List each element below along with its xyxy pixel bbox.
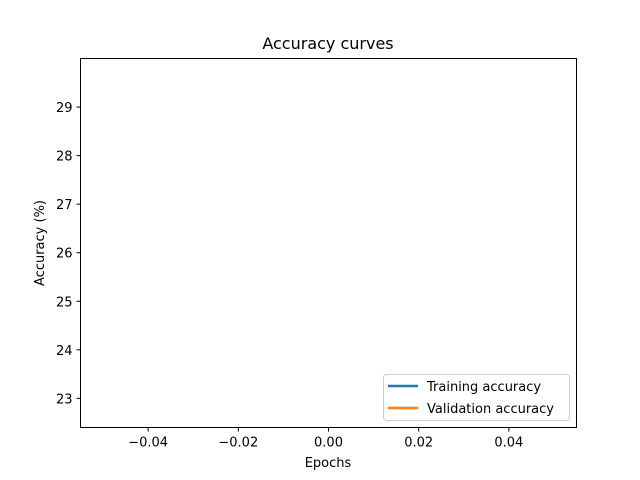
x-tick-label: 0.00 [314,436,343,451]
x-axis-ticks: −0.04 −0.02 0.00 0.02 0.04 [128,427,523,451]
x-tick-label: 0.02 [404,436,433,451]
y-tick-label: 29 [56,101,73,116]
y-axis-ticks: 23 24 25 26 27 28 29 [56,101,81,407]
y-tick-label: 25 [56,295,73,310]
x-tick-label: −0.02 [218,436,258,451]
legend-box [383,374,570,421]
x-tick-label: −0.04 [128,436,168,451]
x-tick-label: 0.04 [494,436,523,451]
plot-frame [80,58,577,428]
y-tick-label: 27 [56,198,73,213]
y-tick-label: 24 [56,344,73,359]
y-tick-label: 26 [56,247,73,262]
chart-title: Accuracy curves [262,34,393,53]
legend-label-validation: Validation accuracy [427,402,554,417]
y-tick-label: 28 [56,150,73,165]
y-tick-label: 23 [56,392,73,407]
y-axis-label: Accuracy (%) [33,200,48,286]
x-axis-label: Epochs [305,456,352,471]
legend-label-training: Training accuracy [426,380,541,395]
legend: Training accuracy Validation accuracy [383,374,570,421]
